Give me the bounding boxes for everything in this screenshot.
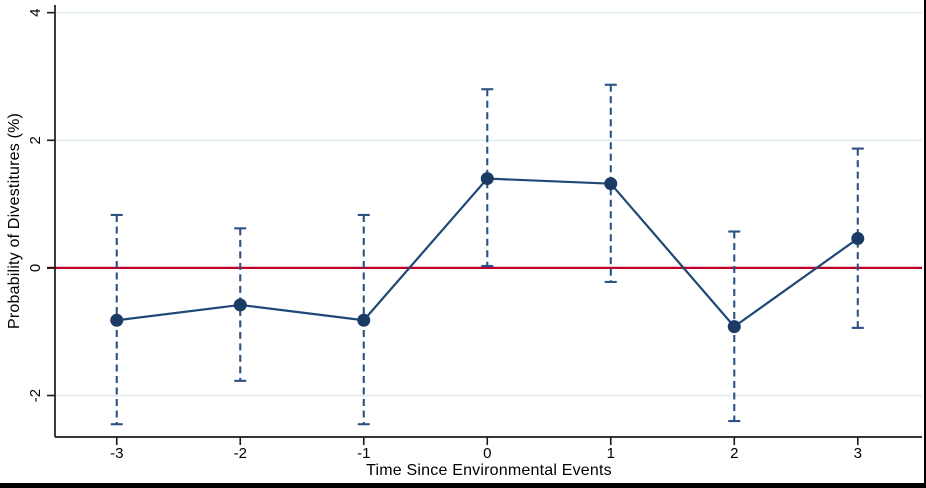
data-point-marker bbox=[851, 232, 865, 246]
x-tick-label: 0 bbox=[483, 445, 491, 462]
data-point-marker bbox=[727, 320, 741, 334]
data-point-marker bbox=[604, 177, 618, 191]
x-tick-label: -3 bbox=[110, 445, 123, 462]
x-tick-label: 1 bbox=[607, 445, 615, 462]
data-point-marker bbox=[233, 298, 247, 312]
data-point-marker bbox=[357, 313, 371, 327]
y-tick-label: 0 bbox=[27, 264, 44, 272]
x-tick-label: 2 bbox=[730, 445, 738, 462]
y-tick-label: -2 bbox=[27, 389, 44, 402]
x-axis-title: Time Since Environmental Events bbox=[366, 462, 612, 479]
data-point-marker bbox=[110, 313, 124, 327]
x-tick-label: -1 bbox=[357, 445, 370, 462]
data-point-marker bbox=[480, 172, 494, 186]
y-tick-label: 2 bbox=[27, 136, 44, 144]
x-tick-label: -2 bbox=[234, 445, 247, 462]
y-tick-label: 4 bbox=[27, 8, 44, 16]
x-tick-label: 3 bbox=[854, 445, 862, 462]
y-axis-title: Probability of Divestitures (%) bbox=[6, 112, 23, 330]
